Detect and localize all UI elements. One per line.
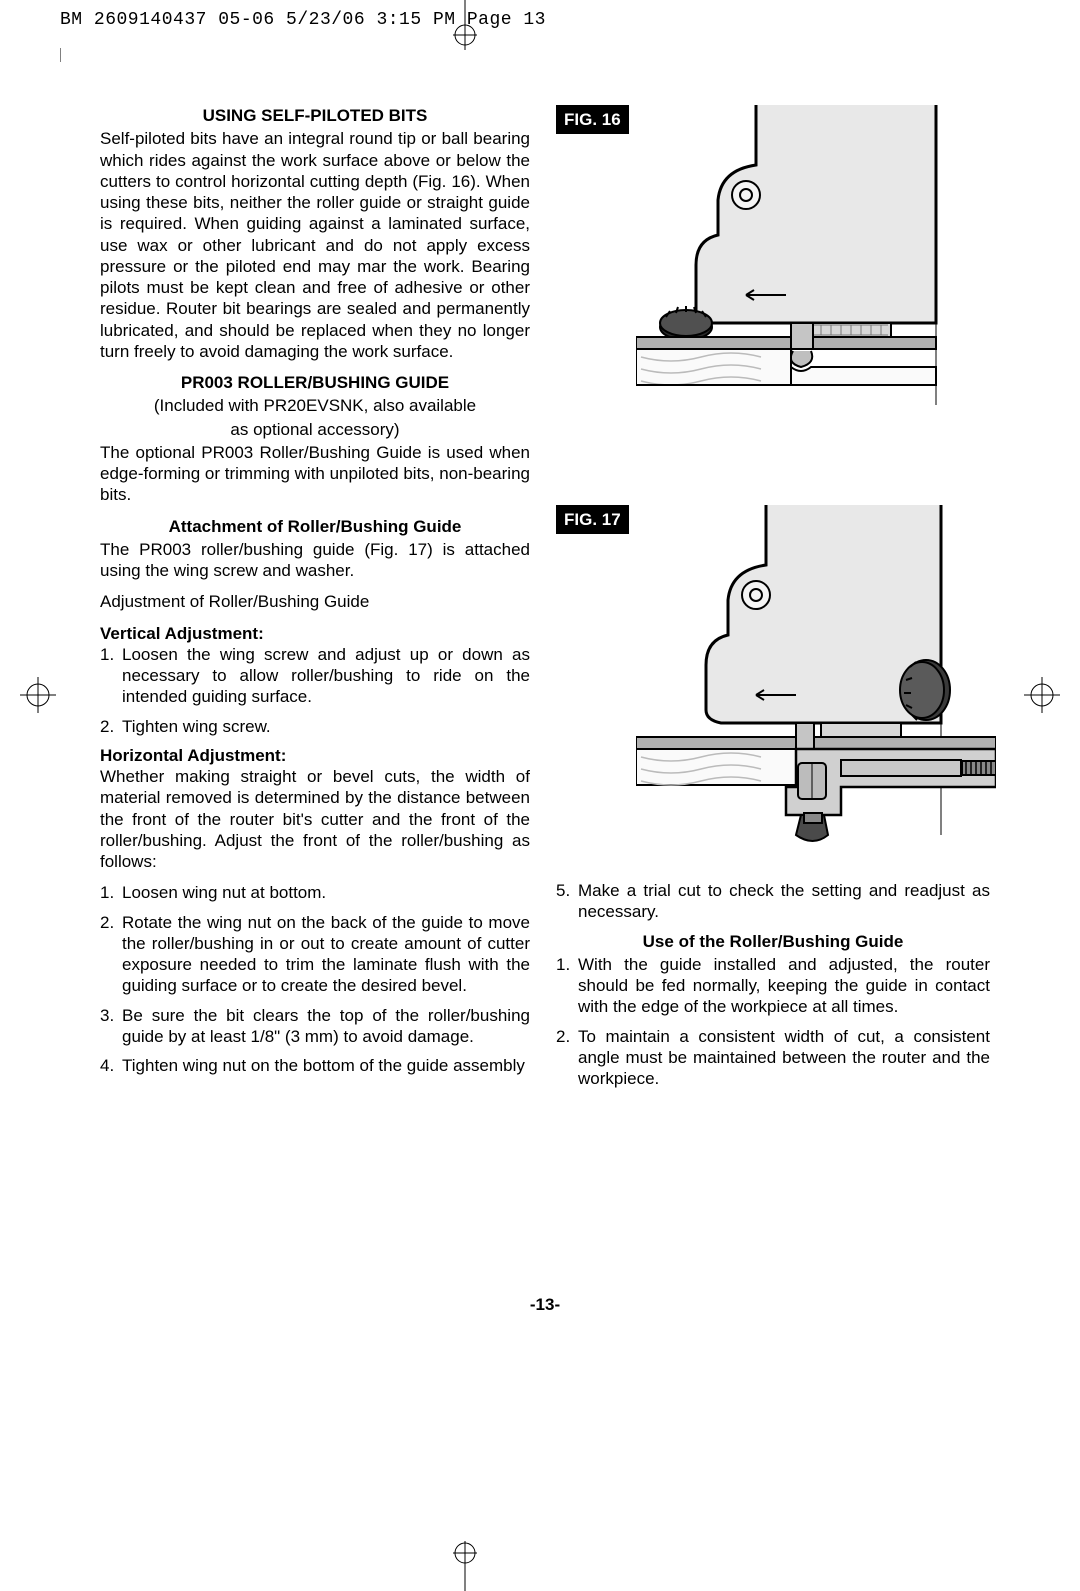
left-column: USING SELF-PILOTED BITS Self-piloted bit… <box>100 105 530 1084</box>
list-item: 1.With the guide installed and adjusted,… <box>556 954 990 1018</box>
section-sub-pr003-2: as optional accessory) <box>100 419 530 440</box>
figure-17-block: FIG. 17 <box>556 505 990 865</box>
figure-17-label: FIG. 17 <box>556 505 629 534</box>
registration-mark-left <box>18 675 58 715</box>
section-title-self-piloted: USING SELF-PILOTED BITS <box>100 105 530 126</box>
list-item: 2.To maintain a consistent width of cut,… <box>556 1026 990 1090</box>
horizontal-adjustment-title: Horizontal Adjustment: <box>100 745 530 766</box>
vertical-adjustment-list: 1.Loosen the wing screw and adjust up or… <box>100 644 530 737</box>
crop-corner-tl <box>60 48 80 68</box>
list-item: 3.Be sure the bit clears the top of the … <box>100 1005 530 1048</box>
horizontal-adjustment-list: 1.Loosen wing nut at bottom. 2.Rotate th… <box>100 882 530 1076</box>
list-item: 1.Loosen the wing screw and adjust up or… <box>100 644 530 708</box>
section-line-adjustment: Adjustment of Roller/Bushing Guide <box>100 591 530 612</box>
use-title: Use of the Roller/Bushing Guide <box>556 931 990 952</box>
list-item: 2.Tighten wing screw. <box>100 716 530 737</box>
figure-16-label: FIG. 16 <box>556 105 629 134</box>
section-body-self-piloted: Self-piloted bits have an integral round… <box>100 128 530 362</box>
section-sub-pr003-1: (Included with PR20EVSNK, also available <box>100 395 530 416</box>
registration-mark-right <box>1022 675 1062 715</box>
figure-17-illustration <box>636 505 996 865</box>
page-number: -13- <box>100 1295 990 1315</box>
right-column: FIG. 16 <box>556 105 990 1084</box>
crop-mark-bottom <box>445 1531 485 1591</box>
list-item: 4.Tighten wing nut on the bottom of the … <box>100 1055 530 1076</box>
horizontal-adjustment-list-cont: 5.Make a trial cut to check the setting … <box>556 880 990 923</box>
use-list: 1.With the guide installed and adjusted,… <box>556 954 990 1090</box>
figure-16-block: FIG. 16 <box>556 105 990 405</box>
list-item: 2.Rotate the wing nut on the back of the… <box>100 912 530 997</box>
section-title-pr003: PR003 ROLLER/BUSHING GUIDE <box>100 372 530 393</box>
section-title-attachment: Attachment of Roller/Bushing Guide <box>100 516 530 537</box>
section-body-attachment: The PR003 roller/bushing guide (Fig. 17)… <box>100 539 530 582</box>
list-item: 5.Make a trial cut to check the setting … <box>556 880 990 923</box>
horizontal-adjustment-body: Whether making straight or bevel cuts, t… <box>100 766 530 872</box>
section-body-pr003: The optional PR003 Roller/Bushing Guide … <box>100 442 530 506</box>
vertical-adjustment-title: Vertical Adjustment: <box>100 623 530 644</box>
page-content: USING SELF-PILOTED BITS Self-piloted bit… <box>100 105 990 1084</box>
figure-16-illustration <box>636 105 986 405</box>
list-item: 1.Loosen wing nut at bottom. <box>100 882 530 903</box>
right-column-text: 5.Make a trial cut to check the setting … <box>556 880 990 1097</box>
crop-mark-top <box>445 0 485 50</box>
